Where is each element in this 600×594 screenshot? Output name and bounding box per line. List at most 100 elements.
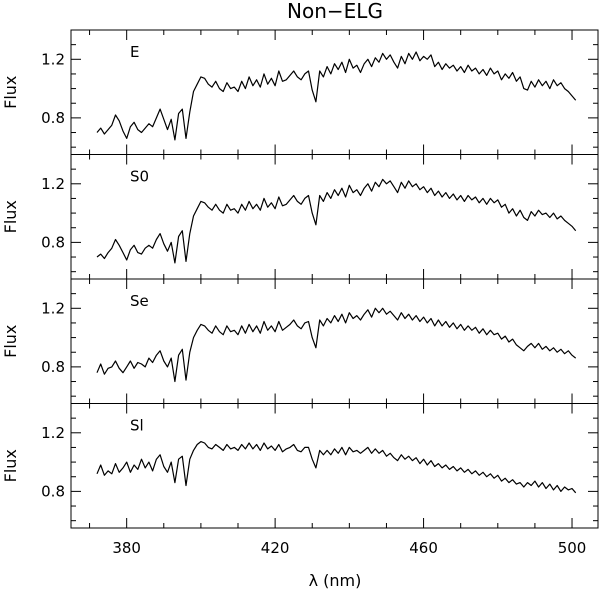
data-point	[304, 73, 305, 74]
data-point	[226, 82, 227, 83]
spectrum-line-Se	[96, 307, 577, 383]
data-point	[531, 211, 532, 212]
data-point	[171, 119, 172, 120]
data-point	[308, 195, 309, 196]
data-point	[382, 308, 383, 309]
data-point	[534, 87, 535, 88]
data-point	[568, 91, 569, 92]
data-point	[464, 330, 465, 331]
data-point	[197, 84, 198, 85]
data-point	[449, 469, 450, 470]
data-point	[382, 179, 383, 180]
data-point	[100, 128, 101, 129]
data-point	[505, 204, 506, 205]
data-point	[375, 308, 376, 309]
data-point	[516, 215, 517, 216]
data-point	[193, 215, 194, 216]
data-point	[490, 68, 491, 69]
data-point	[423, 186, 424, 187]
data-point	[438, 319, 439, 320]
data-point	[494, 202, 495, 203]
y-axis-label: Flux	[1, 76, 20, 109]
data-point	[145, 467, 146, 468]
y-tick-label: 0.8	[41, 233, 65, 251]
data-point	[397, 460, 398, 461]
data-point	[271, 325, 272, 326]
data-point	[289, 324, 290, 325]
data-point	[341, 62, 342, 63]
data-point	[360, 195, 361, 196]
data-point	[275, 450, 276, 451]
data-point	[557, 85, 558, 86]
data-point	[208, 330, 209, 331]
data-point	[297, 201, 298, 202]
data-point	[330, 454, 331, 455]
data-point	[378, 186, 379, 187]
data-point	[430, 188, 431, 189]
data-point	[148, 462, 149, 463]
data-point	[278, 321, 279, 322]
data-point	[416, 315, 417, 316]
data-point	[111, 125, 112, 126]
data-point	[226, 444, 227, 445]
data-point	[475, 470, 476, 471]
data-point	[145, 248, 146, 249]
data-point	[160, 350, 161, 351]
data-point	[538, 486, 539, 487]
data-point	[126, 138, 127, 139]
data-point	[115, 114, 116, 115]
data-point	[174, 139, 175, 140]
data-point	[508, 213, 509, 214]
data-point	[527, 90, 528, 91]
data-point	[304, 447, 305, 448]
data-point	[204, 78, 205, 79]
data-point	[182, 349, 183, 350]
data-point	[278, 70, 279, 71]
data-point	[382, 53, 383, 54]
data-point	[115, 360, 116, 361]
data-point	[104, 133, 105, 134]
panel-frame	[70, 154, 599, 280]
data-point	[464, 201, 465, 202]
panel-1: S0 Flux 0.8 1.2	[1, 154, 599, 280]
data-point	[148, 245, 149, 246]
data-point	[371, 317, 372, 318]
data-point	[315, 101, 316, 102]
data-point	[360, 319, 361, 320]
data-point	[96, 256, 97, 257]
data-point	[122, 467, 123, 468]
data-point	[367, 447, 368, 448]
data-point	[152, 362, 153, 363]
data-point	[378, 453, 379, 454]
data-point	[345, 72, 346, 73]
data-point	[353, 68, 354, 69]
data-point	[319, 319, 320, 320]
data-point	[423, 317, 424, 318]
data-point	[289, 75, 290, 76]
y-tick-label: 1.2	[41, 50, 65, 68]
data-point	[200, 201, 201, 202]
data-point	[267, 84, 268, 85]
data-point	[560, 215, 561, 216]
data-point	[141, 459, 142, 460]
data-point	[327, 192, 328, 193]
y-axis-label: Flux	[1, 325, 20, 358]
data-point	[390, 311, 391, 312]
data-point	[416, 51, 417, 52]
spectrum-line-Sl	[96, 441, 577, 494]
data-point	[479, 475, 480, 476]
data-point	[553, 489, 554, 490]
data-point	[330, 322, 331, 323]
data-point	[104, 258, 105, 259]
data-point	[549, 217, 550, 218]
data-point	[453, 466, 454, 467]
data-point	[460, 66, 461, 67]
data-point	[564, 486, 565, 487]
data-point	[319, 70, 320, 71]
data-point	[308, 70, 309, 71]
data-point	[386, 314, 387, 315]
data-point	[301, 204, 302, 205]
data-point	[349, 59, 350, 60]
data-point	[152, 470, 153, 471]
data-point	[353, 318, 354, 319]
